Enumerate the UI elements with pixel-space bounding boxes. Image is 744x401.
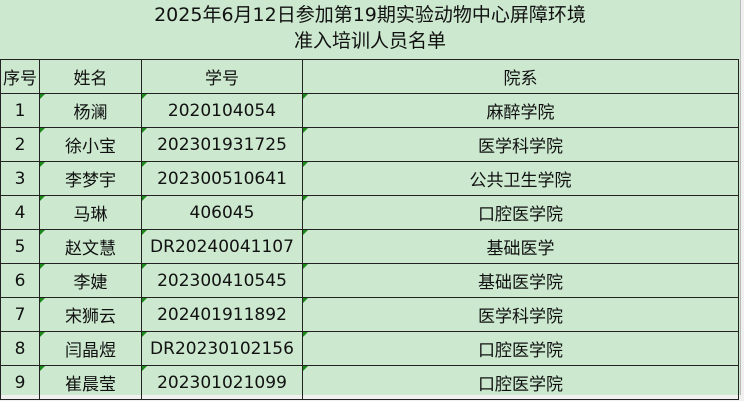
cell-department[interactable]: 医学科学院 [302, 297, 739, 332]
table-row: 7 宋狮云 202401911892 医学科学院 [0, 297, 739, 332]
header-name[interactable]: 姓名 [39, 59, 142, 94]
cell-department[interactable]: 口腔医学院 [302, 365, 739, 400]
header-row: 序号 姓名 学号 院系 [0, 59, 739, 94]
table-row: 6 李婕 202300410545 基础医学院 [0, 263, 739, 298]
cell-department[interactable]: 基础医学院 [302, 263, 739, 298]
cell-student-id[interactable]: 406045 [141, 195, 303, 230]
cell-department[interactable]: 公共卫生学院 [302, 161, 739, 196]
cell-student-id[interactable]: 202301021099 [141, 365, 303, 400]
cell-name[interactable]: 李婕 [39, 263, 142, 298]
cell-name[interactable]: 徐小宝 [39, 127, 142, 162]
table-row: 3 李梦宇 202300510641 公共卫生学院 [0, 161, 739, 196]
cell-department[interactable]: 麻醉学院 [302, 93, 739, 128]
table-row: 9 崔晨莹 202301021099 口腔医学院 [0, 365, 739, 400]
roster-table: 序号 姓名 学号 院系 1 杨澜 2020104054 麻醉学院 2 徐小宝 20230193172… [0, 59, 739, 400]
cell-index[interactable]: 7 [0, 297, 40, 332]
table-row: 2 徐小宝 202301931725 医学科学院 [0, 127, 739, 162]
cell-index[interactable]: 9 [0, 365, 40, 400]
cell-index[interactable]: 3 [0, 161, 40, 196]
title-line-1: 2025年6月12日参加第19期实验动物中心屏障环境 [154, 4, 586, 26]
cell-student-id[interactable]: 2020104054 [141, 93, 303, 128]
table-row: 1 杨澜 2020104054 麻醉学院 [0, 93, 739, 128]
cell-student-id[interactable]: 202300510641 [141, 161, 303, 196]
cell-name[interactable]: 闫晶煜 [39, 331, 142, 366]
cell-index[interactable]: 6 [0, 263, 40, 298]
cell-department[interactable]: 医学科学院 [302, 127, 739, 162]
cell-student-id[interactable]: DR20240041107 [141, 229, 303, 264]
cell-index[interactable]: 4 [0, 195, 40, 230]
cell-student-id[interactable]: 202300410545 [141, 263, 303, 298]
cell-name[interactable]: 崔晨莹 [39, 365, 142, 400]
header-student-id[interactable]: 学号 [141, 59, 303, 94]
header-index[interactable]: 序号 [0, 59, 40, 94]
table-row: 4 马琳 406045 口腔医学院 [0, 195, 739, 230]
header-department[interactable]: 院系 [302, 59, 739, 94]
cell-name[interactable]: 赵文慧 [39, 229, 142, 264]
cell-department[interactable]: 口腔医学院 [302, 331, 739, 366]
cell-index[interactable]: 2 [0, 127, 40, 162]
cell-name[interactable]: 马琳 [39, 195, 142, 230]
cell-index[interactable]: 5 [0, 229, 40, 264]
cell-department[interactable]: 基础医学 [302, 229, 739, 264]
table-row: 8 闫晶煜 DR20230102156 口腔医学院 [0, 331, 739, 366]
sheet-title[interactable]: 2025年6月12日参加第19期实验动物中心屏障环境 准入培训人员名单 [0, 2, 740, 54]
cell-name[interactable]: 李梦宇 [39, 161, 142, 196]
cell-name[interactable]: 宋狮云 [39, 297, 142, 332]
table-row: 5 赵文慧 DR20240041107 基础医学 [0, 229, 739, 264]
cell-student-id[interactable]: 202301931725 [141, 127, 303, 162]
cell-department[interactable]: 口腔医学院 [302, 195, 739, 230]
cell-student-id[interactable]: 202401911892 [141, 297, 303, 332]
cell-student-id[interactable]: DR20230102156 [141, 331, 303, 366]
cell-index[interactable]: 8 [0, 331, 40, 366]
title-line-2: 准入培训人员名单 [293, 30, 446, 52]
cell-index[interactable]: 1 [0, 93, 40, 128]
cell-name[interactable]: 杨澜 [39, 93, 142, 128]
